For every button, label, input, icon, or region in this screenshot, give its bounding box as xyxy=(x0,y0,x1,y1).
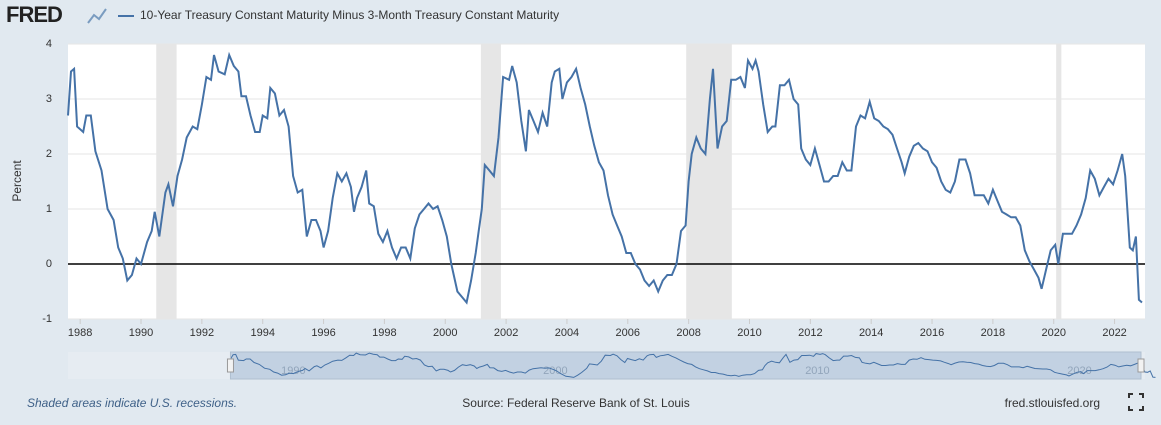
x-tick-label: 1998 xyxy=(372,327,396,339)
x-tick-label: 2012 xyxy=(798,327,822,339)
x-tick-label: 1988 xyxy=(68,327,92,339)
x-tick-label: 2022 xyxy=(1102,327,1126,339)
y-axis-label: Percent xyxy=(10,160,24,202)
legend-label: 10-Year Treasury Constant Maturity Minus… xyxy=(140,8,559,22)
x-tick-label: 2014 xyxy=(859,327,883,339)
recession-band xyxy=(156,44,177,319)
site: fred.stlouisfed.org xyxy=(1005,396,1100,410)
y-tick-label: 2 xyxy=(46,148,52,160)
x-tick-label: 1996 xyxy=(311,327,335,339)
y-tick-label: -1 xyxy=(42,313,52,325)
recession-band xyxy=(480,44,501,319)
x-tick-label: 2018 xyxy=(981,327,1005,339)
x-tick-label: 2016 xyxy=(920,327,944,339)
navigator-handle[interactable] xyxy=(226,358,234,373)
navigator-handle[interactable] xyxy=(1137,358,1145,373)
x-tick-label: 2000 xyxy=(433,327,457,339)
x-tick-label: 1990 xyxy=(129,327,153,339)
navigator-selection xyxy=(229,351,1142,380)
x-tick-label: 2004 xyxy=(555,327,579,339)
logo: FRED xyxy=(6,2,62,27)
fullscreen-button[interactable] xyxy=(1128,393,1144,411)
x-tick-label: 1994 xyxy=(250,327,274,339)
x-tick-label: 2020 xyxy=(1041,327,1065,339)
navigator-line xyxy=(230,352,1156,378)
y-tick-label: 4 xyxy=(46,38,52,50)
x-tick-label: 2008 xyxy=(676,327,700,339)
recession-note: Shaded areas indicate U.S. recessions. xyxy=(27,396,237,410)
recession-band xyxy=(686,44,732,319)
y-tick-label: 3 xyxy=(46,93,52,105)
source: Source: Federal Reserve Bank of St. Loui… xyxy=(462,396,689,410)
navigator-tick-label: 2010 xyxy=(805,365,829,377)
series-line xyxy=(67,51,1143,305)
logo-icon xyxy=(87,8,107,24)
recession-band xyxy=(1056,44,1062,319)
y-tick-label: 1 xyxy=(46,203,52,215)
navigator xyxy=(68,352,1145,379)
y-tick-label: 0 xyxy=(46,258,52,270)
x-tick-label: 2010 xyxy=(737,327,761,339)
x-tick-label: 2002 xyxy=(494,327,518,339)
x-tick-label: 1992 xyxy=(190,327,214,339)
x-tick-label: 2006 xyxy=(616,327,640,339)
